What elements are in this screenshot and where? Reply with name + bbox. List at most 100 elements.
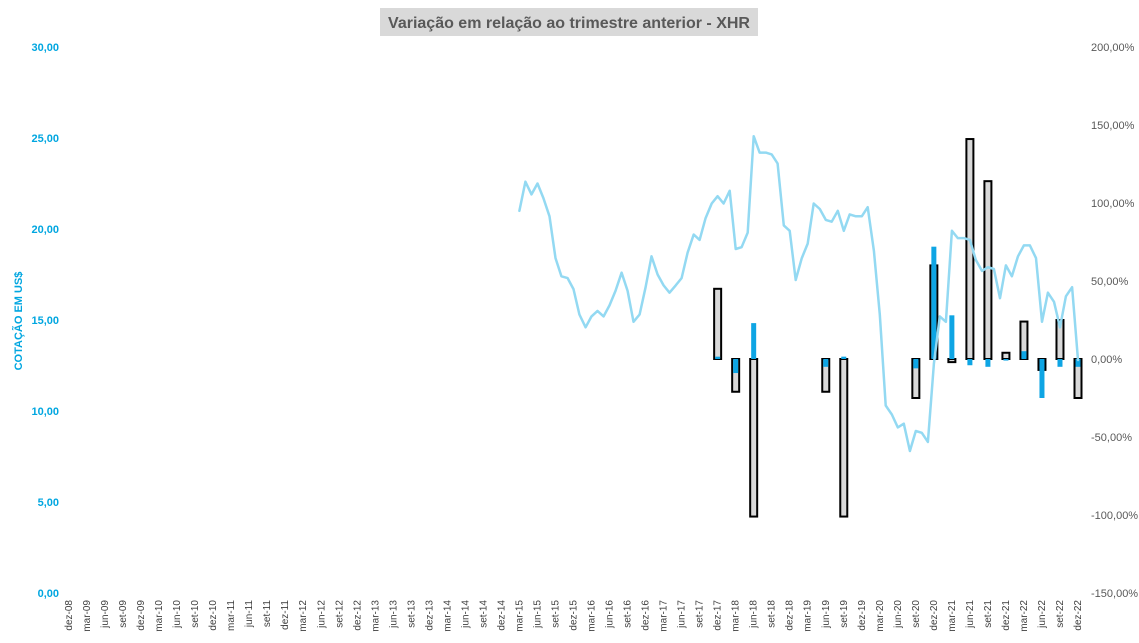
x-axis-tick-label: jun-19 — [821, 600, 832, 629]
x-axis-tick-label: jun-16 — [605, 600, 616, 629]
bar-blue — [1075, 359, 1081, 367]
x-axis-tick-label: set-10 — [190, 600, 201, 628]
x-axis-tick-label: jun-21 — [965, 600, 976, 629]
y-axis-right-tick-label: 0,00% — [1091, 354, 1122, 366]
price-line — [518, 134, 1080, 453]
bars-group — [713, 138, 1083, 518]
x-axis-tick-label: dez-17 — [713, 600, 724, 631]
x-axis-tick-label: jun-11 — [244, 600, 255, 628]
x-axis-tick-label: set-14 — [478, 600, 489, 628]
x-axis-tick-label: set-21 — [983, 600, 994, 628]
x-axis-tick-label: mar-12 — [298, 600, 309, 632]
x-axis-tick-label: set-22 — [1055, 600, 1066, 628]
x-axis-tick-label: set-09 — [118, 600, 129, 628]
x-axis-tick-label: set-15 — [550, 600, 561, 628]
x-axis-tick-label: mar-15 — [514, 600, 525, 632]
x-axis-tick-label: dez-18 — [785, 600, 796, 631]
y-axis-left-label: COTAÇÃO EM US$ — [12, 272, 25, 371]
bar-blue — [841, 356, 847, 359]
bar-blue — [751, 323, 757, 359]
x-axis-tick-label: mar-20 — [875, 600, 886, 632]
x-axis-tick-label: set-12 — [334, 600, 345, 628]
x-axis-tick-label: mar-22 — [1019, 600, 1030, 632]
y-axis-right-tick-label: 200,00% — [1091, 42, 1135, 54]
x-axis-tick-label: mar-21 — [947, 600, 958, 632]
x-axis-tick-label: mar-19 — [803, 600, 814, 632]
bar-blue — [715, 356, 721, 359]
x-axis-tick-label: set-16 — [623, 600, 634, 628]
x-axis-tick-label: mar-14 — [442, 600, 453, 632]
x-axis-tick-label: jun-18 — [749, 600, 760, 629]
x-axis-tick-label: jun-22 — [1037, 600, 1048, 629]
x-axis-tick-label: mar-13 — [370, 600, 381, 632]
y-axis-left-ticks: 0,00 5,00 10,00 15,00 20,00 25,00 30,00 — [31, 42, 59, 600]
x-axis-tick-label: mar-11 — [226, 600, 237, 631]
bar-blue — [931, 246, 937, 359]
y-axis-left-tick-label: 30,00 — [31, 42, 59, 54]
x-axis-tick-label: set-11 — [262, 600, 273, 627]
y-axis-left-tick-label: 15,00 — [31, 315, 59, 327]
bar-blue — [913, 359, 919, 369]
bar-gray — [839, 358, 849, 518]
x-axis-tick-label: mar-18 — [731, 600, 742, 632]
y-axis-left-tick-label: 20,00 — [31, 224, 59, 236]
x-axis-tick-label: jun-12 — [316, 600, 327, 629]
y-axis-right-tick-label: 100,00% — [1091, 198, 1135, 210]
x-axis-tick-label: mar-17 — [659, 600, 670, 632]
y-axis-right-tick-label: -150,00% — [1091, 588, 1138, 600]
y-axis-right-tick-label: 50,00% — [1091, 276, 1129, 288]
x-axis-tick-label: dez-15 — [569, 600, 580, 631]
bar-blue — [967, 359, 973, 366]
x-axis-tick-label: set-17 — [695, 600, 706, 628]
x-axis-tick-label: mar-10 — [154, 600, 165, 632]
x-axis-tick-label: jun-14 — [460, 600, 471, 629]
x-axis-tick-label: mar-16 — [587, 600, 598, 632]
x-axis-tick-label: dez-10 — [208, 600, 219, 631]
bar-blue — [823, 359, 829, 367]
x-axis-tick-label: dez-09 — [136, 600, 147, 631]
y-axis-right-tick-label: -100,00% — [1091, 510, 1138, 522]
x-axis-tick-label: jun-15 — [532, 600, 543, 629]
x-axis-tick-label: dez-11 — [280, 600, 291, 630]
bar-blue — [1021, 351, 1027, 359]
x-axis-tick-label: mar-09 — [82, 600, 93, 632]
x-axis-tick-label: dez-08 — [64, 600, 75, 631]
title-background — [380, 8, 758, 36]
x-axis-tick-label: jun-10 — [172, 600, 183, 629]
x-axis-tick-label: jun-13 — [388, 600, 399, 629]
bar-blue — [985, 359, 991, 367]
bar-blue — [949, 315, 955, 359]
bar-gray — [749, 358, 759, 518]
bar-blue — [1003, 359, 1009, 361]
x-axis-tick-label: dez-12 — [352, 600, 363, 631]
x-axis-ticks: dez-08 mar-09 jun-09 set-09 dez-09 mar-10 jun-… — [64, 600, 1084, 632]
x-axis-tick-label: dez-20 — [929, 600, 940, 631]
chart-title: Variação em relação ao trimestre anterio… — [388, 15, 750, 32]
y-axis-left-tick-label: 25,00 — [31, 133, 59, 145]
bar-blue — [1057, 359, 1063, 367]
x-axis-tick-label: dez-14 — [496, 600, 507, 631]
x-axis-tick-label: jun-20 — [893, 600, 904, 629]
x-axis-tick-label: jun-09 — [100, 600, 111, 629]
bar-gray — [713, 287, 723, 360]
x-axis-tick-label: set-18 — [767, 600, 778, 628]
bar-gray — [947, 358, 957, 364]
x-axis-tick-label: set-13 — [406, 600, 417, 628]
y-axis-right-ticks: -150,00% -100,00% -50,00% 0,00% 50,00% 100,00… — [1091, 42, 1138, 600]
bar-blue — [733, 359, 739, 374]
y-axis-right-tick-label: -50,00% — [1091, 432, 1132, 444]
y-axis-left-tick-label: 0,00 — [38, 588, 59, 600]
x-axis-tick-label: dez-13 — [424, 600, 435, 631]
x-axis-tick-label: jun-17 — [677, 600, 688, 629]
bar-gray — [1001, 351, 1011, 361]
x-axis-tick-label: dez-22 — [1073, 600, 1084, 631]
x-axis-tick-label: set-20 — [911, 600, 922, 628]
y-axis-left-tick-label: 10,00 — [31, 406, 59, 418]
x-axis-tick-label: dez-16 — [641, 600, 652, 631]
y-axis-left-tick-label: 5,00 — [38, 497, 59, 509]
x-axis-tick-label: dez-19 — [857, 600, 868, 631]
x-axis-tick-label: dez-21 — [1001, 600, 1012, 631]
x-axis-tick-label: set-19 — [839, 600, 850, 628]
